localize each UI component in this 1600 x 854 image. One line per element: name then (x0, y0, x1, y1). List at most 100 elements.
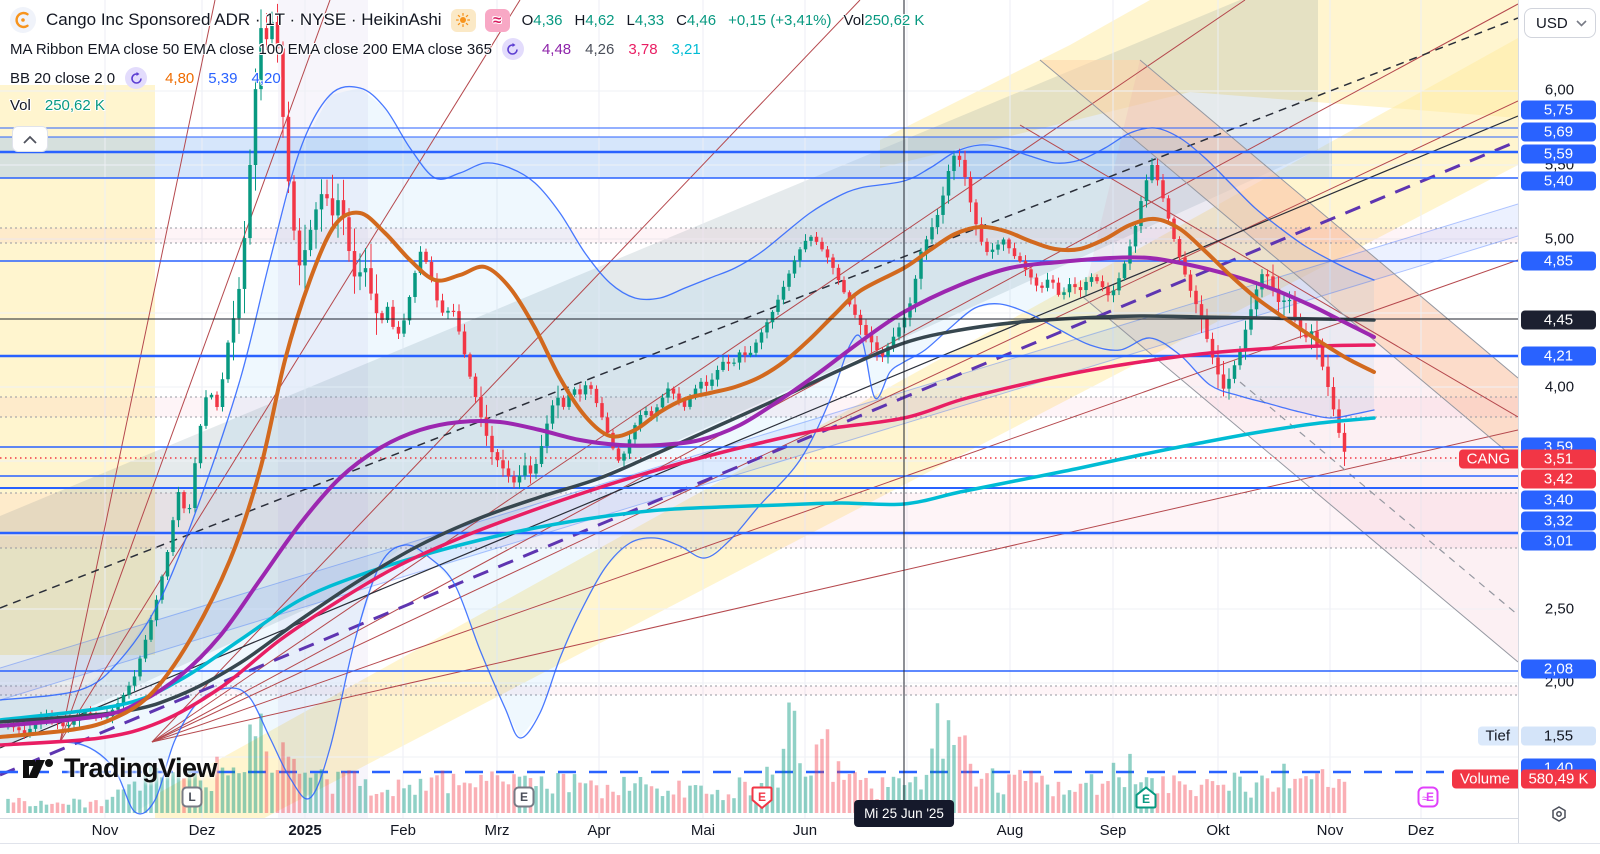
indicator-reload-icon[interactable] (501, 38, 524, 60)
time-axis-label: Aug (996, 822, 1024, 839)
tradingview-logo[interactable]: TradingView (22, 753, 218, 784)
purple-dashed-trendline (0, 139, 1518, 777)
indicator-line-ema-200[interactable] (0, 343, 1376, 747)
zone-blue-horizontal-band (0, 137, 1332, 178)
indicator-line-bb-upper[interactable] (0, 85, 1375, 701)
symbol-logo-icon (10, 7, 36, 33)
indicator-reload-icon[interactable] (125, 67, 148, 89)
symbol-price-pill: CANG (1458, 449, 1518, 469)
candles-layer (6, 3, 1347, 739)
zone-yellow-left (0, 85, 155, 655)
indicator-label-bb: BB 20 close 2 0 (10, 69, 116, 87)
price-badge-blue: 5,40 (1521, 171, 1596, 191)
horizontal-price-levels[interactable] (0, 127, 1518, 774)
indicator-value-bb-2: 4,20 (251, 69, 281, 87)
symbol-title[interactable]: Cango Inc Sponsored ADR · 1T · NYSE · He… (46, 10, 442, 29)
price-badge-blue: 2,08 (1521, 659, 1596, 679)
ohlc-high: H4,62 (574, 11, 615, 29)
price-axis-label: 6,00 (1544, 81, 1575, 99)
price-badge-red: 3,42 (1521, 469, 1596, 489)
pink-dotted-bands (0, 227, 1518, 696)
price-axis-label: 5,00 (1544, 230, 1575, 248)
chart-pane[interactable] (0, 0, 1518, 818)
indicator-value-ma-ribbon-0: 4,48 (541, 40, 572, 58)
ohlc-close: C4,46 (676, 11, 717, 29)
volume-label-pill: Volume (1451, 769, 1518, 789)
zone-steel-channel (0, 0, 1318, 748)
timeline-marker-e[interactable]: E (513, 786, 535, 815)
timeline-marker-l[interactable]: L (181, 786, 203, 815)
svg-text:L: L (188, 790, 195, 804)
trend-lines[interactable] (0, 0, 1518, 777)
indicator-value-bb-0: 4,80 (165, 69, 195, 87)
svg-text:E: E (1426, 790, 1434, 804)
indicator-value-ma-ribbon-1: 4,26 (585, 40, 615, 58)
bar-volume: Vol250,62 K (843, 11, 925, 29)
indicator-value-ma-ribbon-2: 3,78 (628, 40, 658, 58)
price-axis[interactable]: USD 6,00 5,50 5,00 4,00 2,50 2,00 5,75 5,69 5,59… (1518, 0, 1600, 843)
price-badge-blue: 3,40 (1521, 490, 1596, 510)
price-axis-label: 2,50 (1544, 600, 1575, 618)
price-chart-canvas[interactable] (0, 0, 1518, 818)
price-badge-blue: 5,69 (1521, 122, 1596, 142)
currency-selector[interactable]: USD (1524, 8, 1596, 38)
chevron-down-icon (1576, 19, 1587, 27)
indicator-value-ma-ribbon-3: 3,21 (671, 40, 701, 58)
indicator-line-ema-100[interactable] (0, 314, 1376, 724)
timeline-marker-e[interactable]: E (751, 786, 773, 815)
currency-label: USD (1536, 14, 1568, 32)
indicator-value-vol-0: 250,62 K (44, 97, 105, 114)
time-axis-label: Feb (390, 822, 416, 839)
time-axis-label: Dez (1407, 822, 1435, 839)
svg-text:≈: ≈ (1422, 793, 1428, 805)
price-badge-blue: 3,01 (1521, 531, 1596, 551)
indicator-line-bb-basis[interactable] (0, 210, 1376, 739)
price-badge-red: 580,49 K (1521, 769, 1596, 789)
tradingview-logo-icon (23, 758, 53, 778)
axis-settings-gear-icon[interactable] (1545, 803, 1573, 827)
timeline-marker-e[interactable]: ≈ E (1417, 786, 1439, 815)
price-badge-blue: 5,75 (1521, 100, 1596, 120)
indicator-label-vol: Vol (10, 97, 31, 114)
time-axis-label: Sep (1099, 822, 1127, 839)
ohlc-low: L4,33 (626, 11, 665, 29)
black-dashed-trendline (0, 17, 1518, 609)
legend-collapse-button[interactable] (12, 126, 48, 152)
change-value: +0,15 (+3,41%) (728, 11, 832, 29)
indicator-line-bb-lower[interactable] (0, 302, 1375, 815)
time-axis-label: Apr (587, 822, 611, 839)
market-status-approx-icon[interactable]: ≈ (484, 8, 510, 32)
indicator-line-ema-365[interactable] (0, 416, 1376, 722)
indicator-row-ma-ribbon[interactable]: MA Ribbon EMA close 50 EMA close 100 EMA… (10, 38, 701, 60)
market-status-premarket-icon[interactable] (450, 8, 476, 32)
gridlines (0, 0, 1518, 818)
black-solid-trendline (0, 115, 1518, 749)
low-label-pill: Tief (1477, 726, 1518, 746)
indicator-row-bb[interactable]: BB 20 close 2 0 4,80 5,39 4,20 (10, 67, 281, 89)
time-axis-label: Mai (690, 822, 716, 839)
svg-text:E: E (520, 790, 528, 804)
ohlc-open: O4,36 (521, 11, 563, 29)
time-axis[interactable]: Nov Dez 2025 Feb Mrz Apr Mai Jun Aug Sep Okt Nov Dez (0, 818, 1600, 843)
time-axis-label: 2025 (288, 822, 322, 839)
svg-text:E: E (1142, 792, 1150, 806)
symbol-header-row[interactable]: Cango Inc Sponsored ADR · 1T · NYSE · He… (10, 7, 924, 33)
price-badge-pale: 1,55 (1521, 726, 1596, 746)
svg-text:E: E (758, 790, 766, 804)
indicator-row-vol[interactable]: Vol 250,62 K (10, 97, 105, 114)
zone-rose-descending-band (1083, 60, 1518, 662)
price-badge-blue: 3,32 (1521, 511, 1596, 531)
indicator-label-ma-ribbon: MA Ribbon EMA close 50 EMA close 100 EMA… (10, 40, 492, 58)
time-axis-sub-strip (0, 843, 1600, 854)
indicator-line-ema-50[interactable] (0, 255, 1376, 728)
indicator-value-bb-1: 5,39 (208, 69, 238, 87)
time-axis-label: Nov (1316, 822, 1344, 839)
price-badge-blue: 5,59 (1521, 144, 1596, 164)
crosshair-date-badge: Mi 25 Jun '25 (854, 800, 954, 827)
price-badge-blue: 4,21 (1521, 346, 1596, 366)
price-badge-red: 3,51 (1521, 449, 1596, 469)
price-badge-dark: 4,45 (1521, 310, 1596, 330)
timeline-marker-e[interactable]: E (1135, 786, 1157, 815)
time-axis-label: Dez (188, 822, 216, 839)
